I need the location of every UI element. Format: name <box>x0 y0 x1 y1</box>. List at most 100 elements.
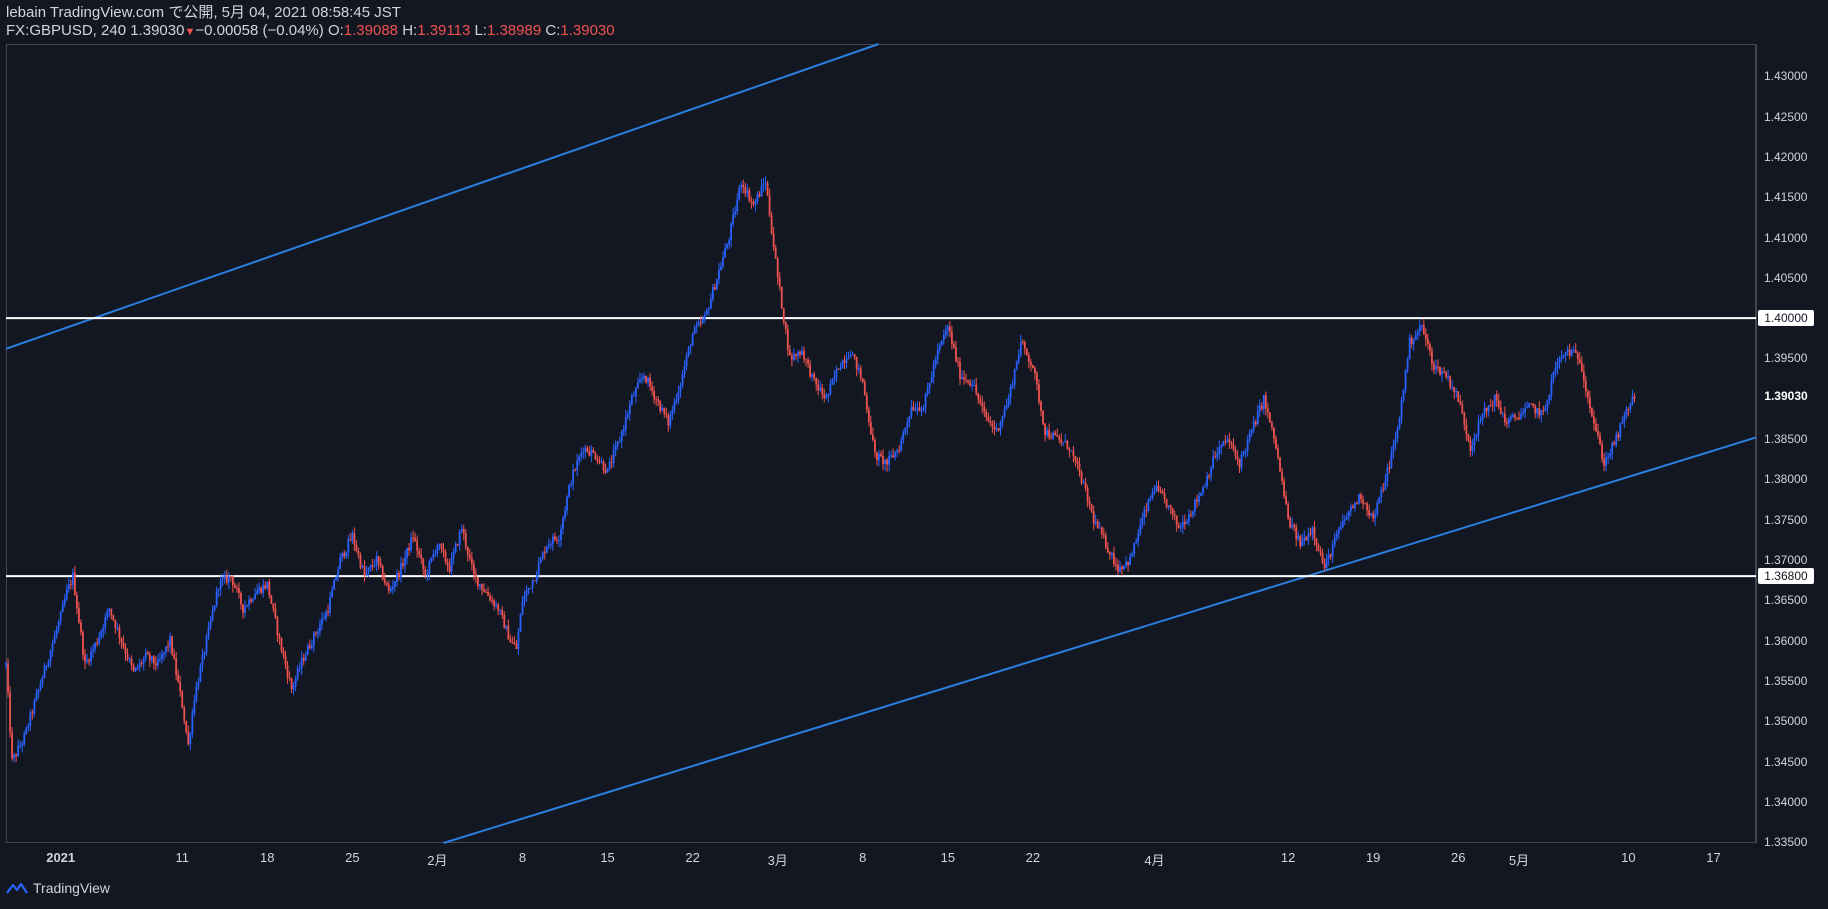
candle-body <box>799 352 801 355</box>
candle-body <box>1392 445 1395 453</box>
candle <box>890 450 893 459</box>
candle <box>385 581 388 587</box>
candle <box>1386 463 1389 487</box>
candle <box>1183 514 1186 530</box>
candle <box>100 629 103 640</box>
candle <box>1169 504 1172 515</box>
candle <box>404 550 406 573</box>
candle <box>667 412 670 432</box>
candle-body <box>375 556 378 566</box>
chart-frame[interactable] <box>6 44 1756 843</box>
candle-body <box>1597 430 1599 436</box>
candle <box>1198 491 1200 506</box>
candle <box>1593 410 1595 431</box>
candle-body <box>703 314 706 319</box>
candle <box>851 351 854 356</box>
candle <box>1098 521 1101 529</box>
candle <box>1495 390 1498 407</box>
candle-body <box>191 713 194 734</box>
candle-body <box>296 668 299 679</box>
candle-body <box>493 600 496 607</box>
candle-body <box>663 407 666 414</box>
candle-body <box>82 632 84 655</box>
candle <box>1034 365 1036 381</box>
candle <box>756 191 759 205</box>
candle <box>1167 505 1170 511</box>
candle-body <box>1376 503 1379 515</box>
candle-body <box>165 646 167 653</box>
candle <box>918 401 921 412</box>
candle-body <box>294 678 297 686</box>
candle-body <box>310 645 313 649</box>
candle <box>1530 402 1533 405</box>
candle <box>1163 488 1166 504</box>
candle-body <box>543 552 546 554</box>
candle <box>849 350 852 358</box>
candle <box>744 182 747 197</box>
candle <box>732 207 735 227</box>
candle-body <box>549 544 552 546</box>
candle <box>714 283 716 290</box>
candle <box>1141 512 1144 530</box>
candle <box>1467 433 1470 443</box>
candle-body <box>1147 499 1150 511</box>
candle-body <box>1591 408 1593 417</box>
candle-body <box>989 420 992 423</box>
candle <box>1538 401 1541 419</box>
candle <box>653 386 656 404</box>
candle-body <box>961 377 963 380</box>
close-value: 1.39030 <box>560 22 615 39</box>
candle <box>86 653 88 664</box>
candle <box>110 608 113 620</box>
candle-body <box>1023 341 1026 349</box>
candle-body <box>693 327 696 335</box>
candle <box>628 400 631 421</box>
candle <box>1562 353 1565 359</box>
candle <box>1473 432 1476 453</box>
candle-body <box>643 375 645 379</box>
candle-body <box>1260 405 1263 409</box>
candle <box>1445 370 1448 380</box>
candle-body <box>827 393 830 397</box>
candle <box>154 656 157 671</box>
candle-body <box>600 461 603 463</box>
candle <box>853 354 856 361</box>
candle-body <box>1007 397 1010 406</box>
candle-body <box>7 663 9 693</box>
candle-body <box>685 355 688 367</box>
candle-body <box>31 712 34 714</box>
candle <box>1619 422 1622 441</box>
candle-body <box>343 552 346 557</box>
candle <box>1076 457 1079 470</box>
candle-body <box>1435 366 1437 370</box>
candle <box>1143 506 1146 525</box>
candle-body <box>738 187 741 200</box>
candle <box>306 643 309 656</box>
candle-body <box>1550 380 1553 395</box>
candle <box>215 586 218 608</box>
candle <box>1576 351 1579 366</box>
candle-body <box>641 378 643 380</box>
candle <box>477 577 479 590</box>
candle-body <box>1325 558 1328 569</box>
candle-body <box>1556 362 1559 368</box>
candle-body <box>882 455 884 464</box>
candle <box>531 578 534 594</box>
candle <box>233 581 236 589</box>
candle <box>1060 433 1063 447</box>
candle-body <box>1611 442 1614 454</box>
candle <box>1329 553 1332 560</box>
candle-body <box>758 194 761 197</box>
candle-body <box>211 610 214 621</box>
candle-body <box>1248 433 1251 440</box>
candlesticks <box>5 176 1636 763</box>
candle-body <box>1032 365 1034 369</box>
price-tick-label: 1.36500 <box>1764 593 1808 608</box>
candle-body <box>262 584 265 593</box>
candle-body <box>209 620 212 627</box>
candle-body <box>637 382 639 389</box>
candle-body <box>1609 453 1612 457</box>
candle-body <box>912 406 915 411</box>
candle-body <box>1586 391 1589 398</box>
